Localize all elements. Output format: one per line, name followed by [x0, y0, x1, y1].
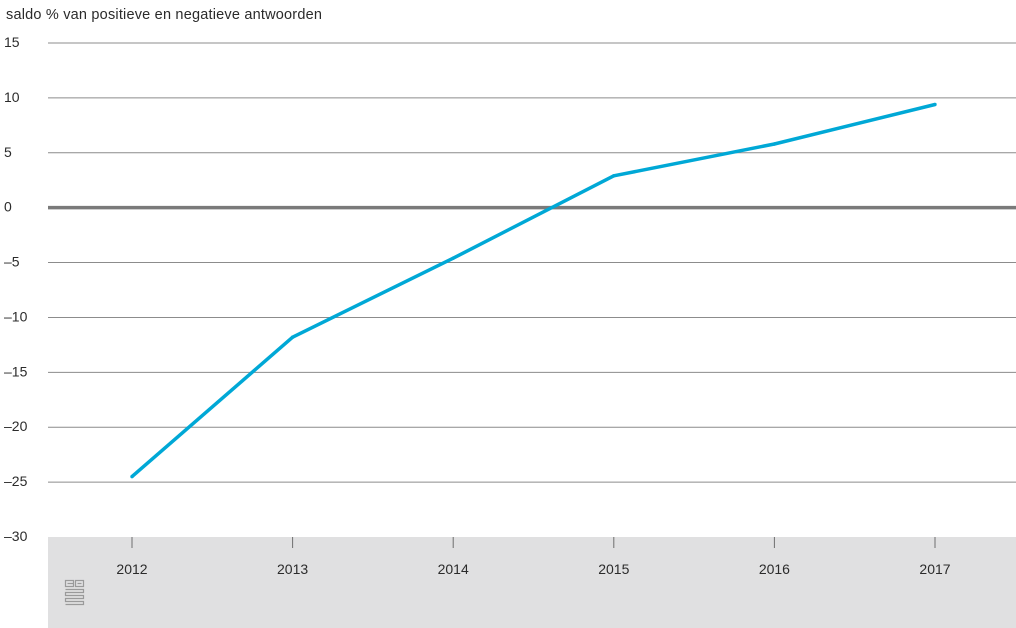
y-tick-label: 0	[4, 199, 12, 215]
data-point	[130, 474, 134, 479]
x-tick-label: 2013	[277, 561, 308, 577]
x-tick-label: 2017	[919, 561, 950, 577]
x-tick-label: 2014	[438, 561, 469, 577]
x-axis-band	[48, 537, 1016, 628]
data-point	[451, 256, 455, 260]
x-tick-label: 2015	[598, 561, 629, 577]
y-tick-label: –10	[4, 308, 28, 324]
x-tick-label: 2016	[759, 561, 790, 577]
y-tick-label: –30	[4, 528, 28, 544]
series-line-0	[130, 102, 936, 478]
y-tick-label: –20	[4, 418, 28, 434]
data-point	[772, 142, 777, 146]
y-tick-label: 15	[4, 34, 20, 50]
series-group	[130, 102, 937, 479]
data-point	[933, 102, 937, 107]
y-tick-label: 10	[4, 89, 20, 105]
x-tick-label: 2012	[116, 561, 147, 577]
y-tick-label: 5	[4, 144, 12, 160]
data-point	[612, 174, 616, 178]
y-tick-label: –25	[4, 473, 28, 489]
y-tick-label: –15	[4, 363, 28, 379]
gridlines	[48, 42, 1016, 483]
y-tick-labels: 15 10 5 0 –5 –10 –15 –20 –25 –30	[4, 34, 28, 544]
x-ticks: 2012 2013 2014 2015 2016 2017	[116, 537, 951, 577]
cbs-logo-icon	[64, 579, 85, 606]
y-tick-label: –5	[4, 254, 20, 270]
data-point	[290, 335, 295, 339]
y-axis-title: saldo % van positieve en negatieve antwo…	[6, 7, 323, 23]
